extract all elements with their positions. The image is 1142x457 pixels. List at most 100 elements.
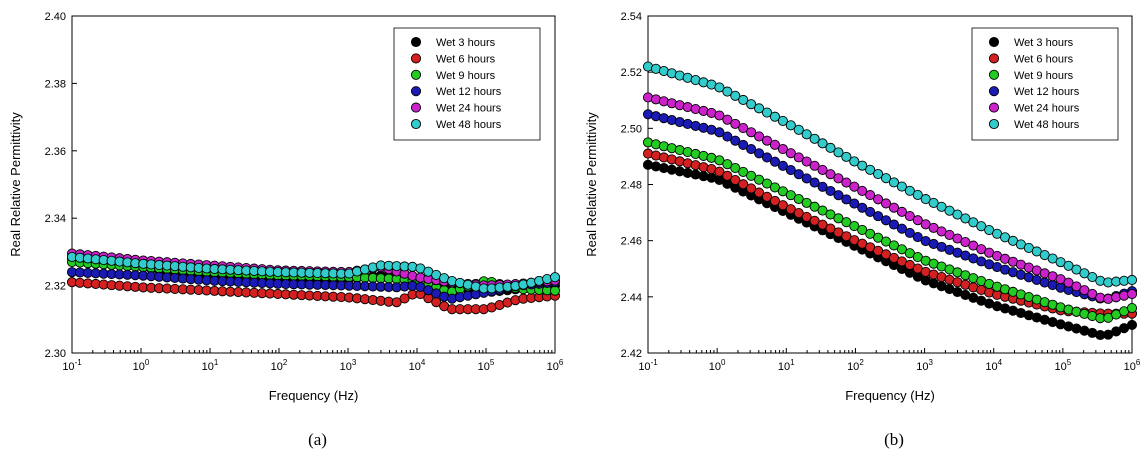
data-point: [754, 103, 765, 114]
legend-marker: [988, 118, 1000, 130]
data-point: [849, 181, 860, 192]
panel-caption: (a): [308, 430, 327, 449]
data-point: [896, 181, 907, 192]
x-tick-label: 100: [133, 358, 150, 373]
data-point: [714, 155, 725, 166]
data-point: [549, 272, 561, 283]
x-tick-label: 10-1: [638, 358, 658, 373]
plot-frame: [71, 15, 556, 354]
data-point: [873, 194, 884, 205]
data-point: [809, 215, 820, 226]
legend-label: Wet 3 hours: [436, 37, 496, 49]
data-point: [857, 160, 868, 171]
data-point: [928, 197, 939, 209]
data-point: [730, 90, 741, 101]
data-point: [904, 210, 915, 222]
x-tick-label: 103: [340, 358, 357, 373]
data-point: [754, 148, 765, 159]
data-point: [833, 190, 844, 201]
x-tick-label: 100: [709, 358, 726, 373]
x-tick-label: 104: [985, 358, 1002, 373]
legend-label: Wet 48 hours: [1014, 119, 1080, 131]
panel-caption: (b): [884, 430, 904, 449]
legend-marker: [410, 53, 422, 64]
data-point: [769, 111, 781, 122]
data-point: [880, 198, 892, 209]
legend-marker: [988, 69, 1000, 80]
x-axis-title: Frequency (Hz): [845, 388, 935, 403]
data-point: [841, 217, 852, 228]
data-point: [754, 174, 765, 185]
y-tick-label: 2.38: [45, 78, 66, 90]
data-point: [1126, 288, 1138, 300]
data-point: [920, 194, 931, 205]
data-point: [738, 179, 749, 190]
data-point: [825, 185, 836, 197]
data-point: [833, 213, 844, 224]
x-axis-title: Frequency (Hz): [269, 388, 359, 403]
x-tick-label: 101: [778, 358, 795, 373]
data-point: [857, 185, 868, 196]
y-tick-label: 2.40: [45, 11, 66, 23]
data-point: [738, 139, 749, 150]
series-wet-48-hours: [642, 61, 1138, 288]
data-point: [825, 223, 836, 234]
data-point: [761, 135, 773, 146]
data-point: [730, 135, 741, 146]
y-tick-label: 2.54: [621, 11, 642, 23]
data-point: [873, 232, 884, 243]
series-wet-24-hours: [642, 92, 1138, 304]
data-point: [896, 244, 907, 255]
data-point: [841, 231, 852, 242]
data-point: [801, 211, 812, 222]
data-point: [904, 227, 915, 238]
series-wet-6-hours: [66, 277, 561, 315]
data-point: [761, 107, 773, 118]
data-point: [833, 147, 844, 158]
data-point: [896, 223, 907, 234]
legend-marker: [410, 36, 422, 48]
data-point: [873, 168, 884, 180]
data-point: [769, 139, 781, 150]
data-point: [809, 201, 820, 212]
data-point: [777, 115, 788, 126]
data-point: [865, 164, 876, 175]
data-point: [801, 156, 812, 167]
data-point: [391, 297, 402, 308]
data-point: [880, 173, 892, 184]
data-point: [785, 148, 796, 159]
data-point: [888, 240, 900, 251]
x-tick-label: 101: [202, 358, 219, 373]
legend-marker: [410, 86, 422, 97]
data-point: [809, 133, 820, 144]
legend-label: Wet 9 hours: [436, 70, 496, 82]
series-wet-9-hours: [642, 137, 1138, 324]
data-point: [888, 219, 900, 230]
y-tick-label: 2.42: [621, 348, 642, 360]
data-point: [817, 219, 828, 230]
data-point: [849, 198, 860, 209]
data-point: [1126, 274, 1138, 286]
x-tick-label: 105: [478, 358, 495, 373]
legend-marker: [988, 102, 1000, 113]
series-wet-6-hours: [642, 148, 1138, 319]
legend-marker: [988, 53, 1000, 64]
data-point: [714, 127, 725, 138]
data-point: [896, 206, 907, 217]
data-point: [785, 164, 796, 176]
data-point: [833, 173, 844, 184]
data-point: [904, 248, 915, 259]
data-point: [746, 183, 757, 194]
data-point: [801, 129, 812, 140]
data-point: [761, 152, 773, 163]
legend-marker: [410, 69, 422, 80]
data-point: [817, 181, 828, 192]
data-point: [793, 207, 804, 219]
data-point: [817, 138, 828, 149]
data-point: [777, 186, 788, 197]
data-point: [769, 182, 781, 193]
y-axis-title: Real Relative Permittivity: [584, 112, 599, 257]
data-point: [769, 156, 781, 167]
data-point: [714, 82, 725, 93]
